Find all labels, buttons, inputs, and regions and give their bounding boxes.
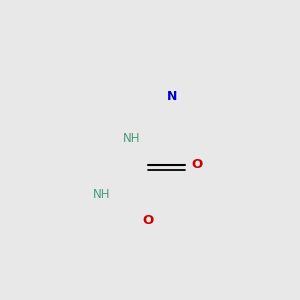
Text: NH: NH	[123, 131, 141, 145]
Text: O: O	[142, 214, 154, 227]
Text: N: N	[167, 91, 177, 103]
Text: O: O	[191, 158, 203, 172]
Text: NH: NH	[93, 188, 111, 202]
